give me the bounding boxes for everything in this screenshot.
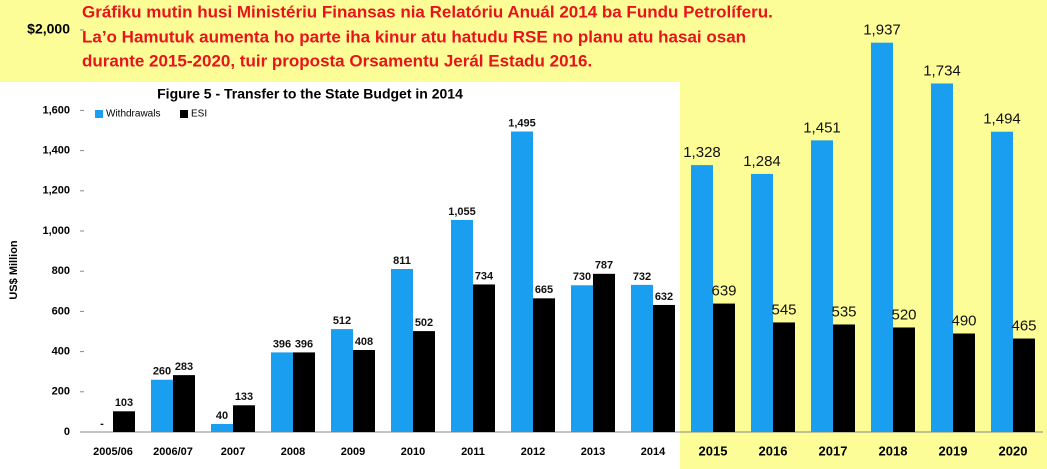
- bar: [511, 131, 533, 432]
- bar: [233, 405, 255, 432]
- x-tick-label: 2015: [699, 443, 728, 458]
- x-tick-label: 2010: [401, 446, 425, 458]
- value-label: 520: [891, 306, 916, 323]
- value-label: 632: [655, 291, 673, 303]
- value-label: 1,495: [508, 117, 536, 129]
- bar: [773, 322, 795, 432]
- annotation: La’o Hamutuk aumenta ho parte iha kinur …: [82, 27, 746, 46]
- value-label: 787: [595, 260, 613, 272]
- bar: [113, 411, 135, 432]
- x-tick-label: 2016: [759, 443, 788, 458]
- x-tick-label: 2017: [819, 443, 848, 458]
- bar: [991, 131, 1013, 432]
- bar: [811, 140, 833, 432]
- bar: [533, 298, 555, 432]
- bar: [151, 379, 173, 432]
- y-tick-label: 600: [52, 305, 70, 317]
- bar: [451, 219, 473, 432]
- bar: [173, 375, 195, 432]
- bar: [473, 284, 495, 432]
- y-tick-label: 200: [52, 386, 70, 398]
- value-label: 734: [475, 270, 494, 282]
- x-tick-label: 2007: [221, 446, 245, 458]
- bar: [871, 42, 893, 433]
- legend-swatch: [95, 110, 103, 118]
- bar: [631, 284, 653, 432]
- y-axis-title: US$ Million: [8, 240, 20, 300]
- value-label: 512: [333, 315, 351, 327]
- y-tick-label: $2,000: [27, 21, 70, 37]
- y-tick-label: 800: [52, 265, 70, 277]
- bar: [571, 285, 593, 432]
- x-tick-label: 2012: [521, 446, 545, 458]
- legend-label: ESI: [191, 109, 207, 120]
- value-label: 408: [355, 336, 373, 348]
- value-label: 1,937: [863, 22, 901, 39]
- bar: [353, 349, 375, 432]
- x-tick-label: 2009: [341, 446, 365, 458]
- bar: [833, 324, 855, 432]
- bar: [713, 303, 735, 432]
- x-tick-label: 2014: [641, 446, 666, 458]
- x-tick-label: 2005/06: [93, 446, 133, 458]
- bar: [653, 304, 675, 432]
- x-tick-label: 2019: [939, 443, 968, 458]
- value-label: 490: [951, 312, 976, 329]
- value-label: 133: [235, 391, 253, 403]
- bar: [931, 83, 953, 432]
- value-label: 465: [1011, 318, 1036, 335]
- bar: [211, 423, 233, 432]
- annotation: durante 2015-2020, tuir proposta Orsamen…: [82, 51, 592, 70]
- x-tick-label: 2013: [581, 446, 605, 458]
- value-label: -: [100, 418, 104, 430]
- bar: [331, 329, 353, 432]
- legend-swatch: [180, 110, 188, 118]
- value-label: 396: [273, 338, 291, 350]
- bar: [293, 352, 315, 432]
- value-label: 1,055: [448, 206, 476, 218]
- bar: [893, 327, 915, 432]
- x-tick-label: 2006/07: [153, 446, 193, 458]
- value-label: 502: [415, 317, 433, 329]
- bar: [413, 331, 435, 432]
- y-tick-label: 1,400: [42, 145, 70, 157]
- annotation: Gráfiku mutin husi Ministériu Finansas n…: [82, 2, 773, 21]
- value-label: 732: [633, 271, 651, 283]
- value-label: 545: [771, 301, 796, 318]
- value-label: 1,494: [983, 111, 1021, 128]
- bar: [593, 273, 615, 432]
- y-tick-label: 1,600: [42, 104, 70, 116]
- value-label: 1,451: [803, 119, 841, 136]
- value-label: 1,284: [743, 153, 781, 170]
- value-label: 103: [115, 397, 133, 409]
- value-label: 665: [535, 284, 553, 296]
- x-tick-label: 2020: [999, 443, 1028, 458]
- bar: [391, 268, 413, 432]
- legend-label: Withdrawals: [106, 109, 160, 120]
- bar: [271, 352, 293, 432]
- bar: [751, 173, 773, 432]
- x-tick-label: 2008: [281, 446, 305, 458]
- value-label: 396: [295, 338, 313, 350]
- value-label: 730: [573, 271, 591, 283]
- value-label: 260: [153, 366, 171, 378]
- value-label: 1,734: [923, 62, 961, 79]
- y-tick-label: 0: [64, 426, 70, 438]
- value-label: 811: [393, 255, 411, 267]
- x-tick-label: 2018: [879, 443, 908, 458]
- bar: [691, 165, 713, 432]
- value-label: 639: [711, 283, 736, 300]
- value-label: 40: [216, 410, 228, 422]
- bar: [953, 333, 975, 432]
- y-tick-label: 400: [52, 346, 70, 358]
- bar: [1013, 338, 1035, 432]
- value-label: 283: [175, 361, 193, 373]
- value-label: 1,328: [683, 144, 721, 161]
- y-tick-label: 1,000: [42, 225, 70, 237]
- chart-title: Figure 5 - Transfer to the State Budget …: [157, 86, 463, 102]
- value-label: 535: [831, 303, 856, 320]
- x-tick-label: 2011: [461, 446, 485, 458]
- y-tick-label: 1,200: [42, 185, 70, 197]
